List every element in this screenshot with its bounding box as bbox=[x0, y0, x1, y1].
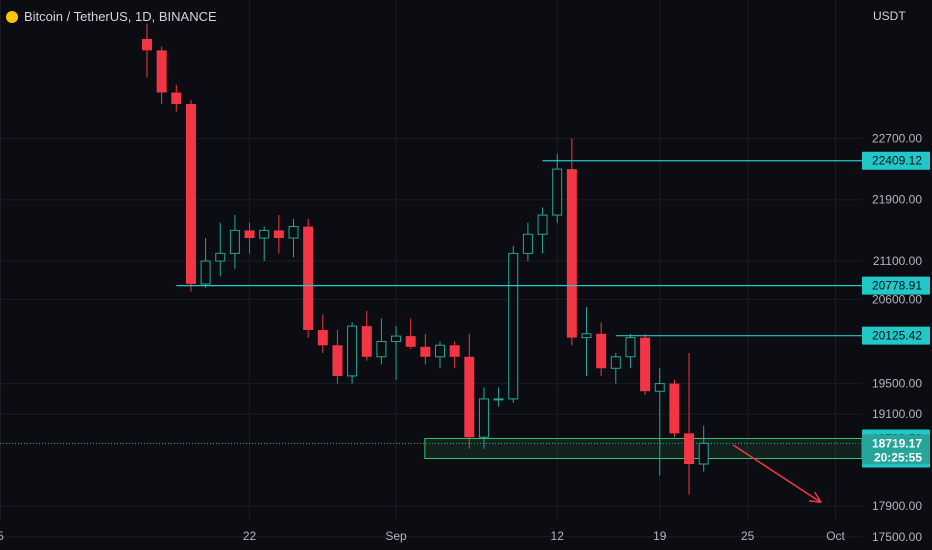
y-tick-label: 20600.00 bbox=[872, 292, 922, 306]
candle-body-up[interactable] bbox=[478, 398, 489, 438]
candle-body-up[interactable] bbox=[391, 335, 402, 342]
candle-body-up[interactable] bbox=[698, 442, 709, 465]
candle-body-up[interactable] bbox=[435, 344, 445, 358]
chart-header: Bitcoin / TetherUS, 1D, BINANCE bbox=[6, 9, 217, 24]
candle-body-up[interactable] bbox=[552, 168, 563, 216]
x-tick-label: 25 bbox=[741, 529, 755, 543]
x-tick-label: Oct bbox=[826, 529, 845, 543]
candle-body-up[interactable] bbox=[376, 340, 387, 358]
current-price-tag-box bbox=[862, 434, 930, 465]
candle-body-down[interactable] bbox=[332, 345, 343, 376]
support-zone[interactable] bbox=[424, 437, 863, 460]
chart-title: Bitcoin / TetherUS, 1D, BINANCE bbox=[24, 9, 217, 24]
candle-body-down[interactable] bbox=[361, 326, 372, 357]
candle-body-up[interactable] bbox=[625, 337, 636, 358]
level-price-tag-box bbox=[862, 276, 930, 295]
y-tick-label: 17900.00 bbox=[872, 499, 922, 513]
candle-body-up[interactable] bbox=[229, 229, 240, 254]
candle-body-down[interactable] bbox=[684, 433, 695, 465]
candle-body-up[interactable] bbox=[215, 252, 226, 262]
y-tick-label: 21100.00 bbox=[873, 254, 922, 268]
forecast-arrow-head bbox=[814, 491, 822, 503]
level-price-tag-box bbox=[862, 326, 930, 345]
candle-body-down[interactable] bbox=[405, 336, 416, 347]
level-price-tag: 20778.91 bbox=[872, 279, 922, 293]
candle-body-down[interactable] bbox=[640, 337, 651, 392]
candle-body-down[interactable] bbox=[420, 346, 431, 357]
forecast-arrow[interactable] bbox=[732, 444, 822, 503]
x-tick-label: 19 bbox=[653, 529, 667, 543]
candle-body-up[interactable] bbox=[347, 325, 358, 377]
candle-body-down[interactable] bbox=[449, 345, 460, 357]
level-price-tag: 20125.42 bbox=[872, 329, 922, 343]
candle-body-down[interactable] bbox=[317, 329, 328, 346]
level-price-tag: 22409.12 bbox=[872, 154, 922, 168]
x-tick-label: 5 bbox=[0, 529, 4, 543]
candle-body-up[interactable] bbox=[288, 226, 299, 239]
symbol-icon bbox=[6, 11, 18, 23]
candle-body-up[interactable] bbox=[200, 260, 211, 285]
x-tick-label: 22 bbox=[243, 529, 257, 543]
candle-countdown: 20:25:55 bbox=[874, 450, 922, 464]
candle-body-down[interactable] bbox=[156, 50, 167, 93]
candle-body-down[interactable] bbox=[566, 169, 577, 338]
candle-body-down[interactable] bbox=[669, 383, 680, 434]
candle-body-down[interactable] bbox=[464, 356, 475, 438]
candle-body-up[interactable] bbox=[259, 229, 270, 239]
x-tick-label: Sep bbox=[385, 529, 407, 543]
y-tick-label: 21900.00 bbox=[872, 193, 922, 207]
candle-body-up[interactable] bbox=[522, 233, 533, 254]
y-tick-label: 22700.00 bbox=[872, 131, 922, 145]
y-tick-label: 19500.00 bbox=[872, 377, 922, 391]
currency-unit: USDT bbox=[873, 9, 906, 23]
candle-body-down[interactable] bbox=[244, 230, 255, 239]
candle-body-down[interactable] bbox=[596, 333, 607, 369]
candle-body-up[interactable] bbox=[537, 214, 548, 235]
candle-body-up[interactable] bbox=[654, 383, 665, 392]
candle-body-up[interactable] bbox=[610, 356, 621, 369]
candle-body-down[interactable] bbox=[171, 92, 182, 104]
candle-body-down[interactable] bbox=[185, 103, 196, 285]
y-tick-label: 19100.00 bbox=[872, 407, 922, 421]
candle-body-up[interactable] bbox=[581, 333, 592, 339]
candle-body-down[interactable] bbox=[142, 38, 152, 51]
candle-body-down[interactable] bbox=[273, 230, 284, 239]
x-tick-label: 12 bbox=[551, 529, 565, 543]
forecast-arrow-head bbox=[808, 500, 821, 504]
candle-body-up[interactable] bbox=[508, 252, 519, 400]
current-price-label: 18719.17 bbox=[872, 436, 922, 450]
candle-body-up[interactable] bbox=[493, 398, 504, 401]
level-price-tag-box bbox=[862, 151, 930, 170]
y-tick-label: 17500.00 bbox=[872, 530, 922, 544]
candle-body-down[interactable] bbox=[303, 226, 314, 330]
